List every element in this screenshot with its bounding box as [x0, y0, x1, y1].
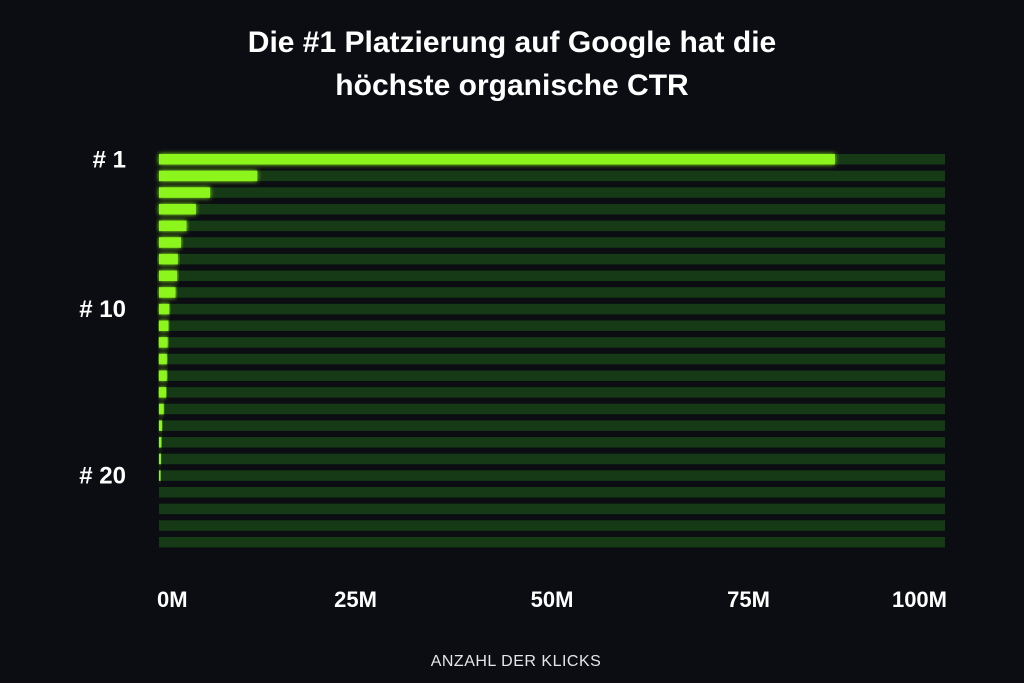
bar-track-rank-3	[159, 187, 945, 198]
bar-rank-15	[159, 387, 167, 398]
rank-labels: # 1 # 10 # 20	[79, 146, 126, 489]
bar-track-rank-4	[159, 203, 945, 215]
bar-rank-14	[159, 370, 167, 381]
bar-rank-10	[159, 303, 170, 315]
rank-label-20: # 20	[79, 463, 126, 490]
x-tick-label-50M: 50M	[531, 587, 574, 612]
bar-track-rank-23	[159, 520, 945, 531]
bar-track-rank-9	[159, 287, 945, 298]
bar-rank-9	[159, 287, 176, 298]
bar-track-rank-11	[159, 320, 945, 331]
bar-track-rank-12	[159, 337, 945, 348]
x-axis-title: ANZAHL DER KLICKS	[431, 653, 602, 670]
bar-track-rank-17	[159, 420, 945, 431]
bar-rank-3	[159, 187, 211, 198]
chart-title-line-1: Die #1 Platzierung auf Google hat die	[248, 26, 776, 59]
bar-rank-5	[159, 220, 187, 232]
rank-label-1: # 1	[93, 146, 126, 173]
bar-track-rank-20	[159, 470, 945, 481]
bar-rank-12	[159, 337, 168, 348]
x-tick-label-75M: 75M	[727, 587, 770, 612]
x-axis-ticks: 0M 25M 50M 75M 100M	[157, 587, 947, 612]
bar-rank-6	[159, 237, 182, 248]
bar-track-rank-18	[159, 437, 945, 448]
bar-rank-17	[159, 420, 163, 431]
x-tick-label-0M: 0M	[157, 587, 188, 612]
bar-track-rank-7	[159, 253, 945, 265]
bar-track-rank-2	[159, 170, 945, 182]
chart-title-line-2: höchste organische CTR	[335, 69, 689, 102]
bars	[159, 154, 835, 481]
x-tick-label-25M: 25M	[334, 587, 377, 612]
bar-rank-7	[159, 253, 178, 265]
x-tick-label-100M: 100M	[892, 587, 947, 612]
bar-rank-1	[159, 154, 835, 165]
bar-rank-20	[159, 470, 161, 481]
bar-track-rank-15	[159, 387, 945, 398]
bar-rank-8	[159, 270, 178, 282]
bar-track-rank-22	[159, 503, 945, 515]
bar-tracks	[159, 154, 945, 548]
bar-track-rank-19	[159, 453, 945, 465]
bar-track-rank-5	[159, 220, 945, 232]
bar-track-rank-13	[159, 353, 945, 365]
bar-rank-11	[159, 320, 169, 331]
bar-track-rank-16	[159, 403, 945, 415]
bar-track-rank-8	[159, 270, 945, 282]
bar-rank-19	[159, 453, 161, 465]
bar-track-rank-14	[159, 370, 945, 381]
bar-rank-4	[159, 203, 196, 215]
bar-track-rank-21	[159, 487, 945, 498]
bar-rank-13	[159, 353, 167, 365]
bar-track-rank-6	[159, 237, 945, 248]
bar-rank-16	[159, 403, 164, 415]
rank-label-10: # 10	[79, 296, 126, 323]
bar-track-rank-24	[159, 536, 945, 548]
bar-rank-18	[159, 437, 162, 448]
bar-rank-2	[159, 170, 258, 182]
bar-track-rank-10	[159, 303, 945, 315]
